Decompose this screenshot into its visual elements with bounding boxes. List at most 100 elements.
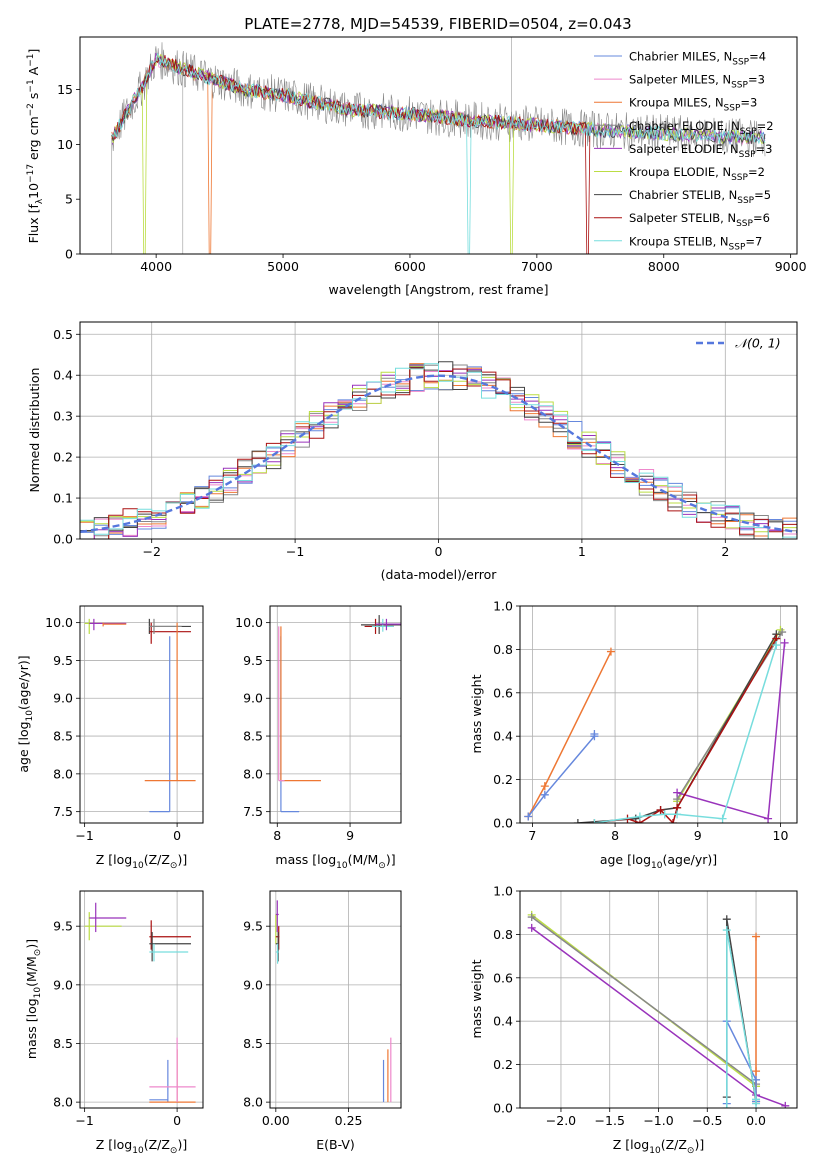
data-point [781, 1101, 790, 1108]
label-part: −2 [26, 103, 36, 116]
label-part: (Z/Z [661, 1137, 687, 1152]
label-part: 10 [336, 861, 348, 871]
label-part: Chabrier MILES, N [629, 50, 732, 64]
y-tick-label: 8.0 [53, 1095, 73, 1110]
label-part: =3 [740, 96, 757, 110]
series-line [594, 644, 778, 823]
data-point [590, 819, 599, 823]
label-part: −1 [26, 79, 36, 92]
label-part: (M/M [24, 956, 39, 987]
legend-label: Salpeter ELODIE, NSSP=3 [629, 142, 772, 160]
y-tick-label: 0.6 [493, 685, 513, 700]
label-part: =6 [753, 211, 770, 225]
x-tick-label: 0.00 [262, 1113, 290, 1128]
y-tick-label: 0.4 [53, 368, 73, 383]
label-part: Chabrier STELIB, N [629, 188, 737, 202]
y-tick-label: 7.5 [243, 804, 263, 819]
label-part: SSP [740, 127, 757, 137]
y-tick-label: 1.0 [493, 884, 513, 899]
mass_vs_Z-markers [84, 902, 196, 1103]
data-point [660, 810, 669, 819]
data-point [590, 730, 599, 739]
y-tick-label: 9.0 [243, 691, 263, 706]
legend-label: Salpeter STELIB, NSSP=6 [629, 211, 770, 229]
x-tick-label: 0 [173, 1113, 181, 1128]
series-line [527, 651, 612, 817]
label-part: 10 [26, 183, 41, 199]
x-tick-label: 10 [773, 828, 789, 843]
y-tick-label: 0.6 [493, 970, 513, 985]
legend-label: Chabrier STELIB, NSSP=5 [629, 188, 771, 206]
label-part: SSP [731, 173, 748, 183]
label-part: =3 [756, 142, 773, 156]
y-tick-label: 0.0 [53, 532, 73, 547]
data-point [673, 788, 682, 797]
legend-label: 𝒩(0, 1) [735, 336, 781, 351]
y-tick-label: 8.0 [53, 766, 73, 781]
x-tick-label: 7 [528, 828, 536, 843]
label-part: (M/M [348, 852, 379, 867]
label-part: SSP [729, 242, 746, 252]
histogram-lines [80, 361, 797, 539]
y-tick-label: 0.2 [493, 1057, 513, 1072]
label-part: mass [log [24, 998, 39, 1059]
label-part: SSP [731, 81, 748, 91]
label-part: =5 [754, 188, 771, 202]
data-point [722, 1104, 731, 1108]
label-part: 10 [25, 710, 35, 722]
y-tick-label: 0 [65, 247, 73, 262]
x-tick-label: 9000 [775, 259, 807, 274]
x-tick-label: 8 [611, 828, 619, 843]
data-point [527, 913, 536, 922]
age_vs_mass-frame [269, 605, 402, 824]
mass_vs_Z-axes [76, 891, 203, 1112]
y-axis-label: mass weight [469, 959, 484, 1038]
x-tick-label: −1 [75, 828, 93, 843]
label-part: =2 [748, 165, 765, 179]
label-part: 10 [132, 861, 144, 871]
label-part: erg cm [26, 116, 41, 164]
label-part: λ [35, 198, 45, 204]
y-tick-label: 9.0 [53, 977, 73, 992]
histogram-series [80, 363, 797, 539]
legend-label: Kroupa MILES, NSSP=3 [629, 96, 757, 114]
age_vs_mass-axes [266, 606, 401, 827]
data-point [540, 790, 549, 799]
x-tick-label: 7000 [521, 259, 553, 274]
label-part: =3 [748, 73, 765, 87]
label-part: 10 [651, 861, 663, 871]
y-tick-label: 8.5 [53, 1036, 73, 1051]
y-tick-label: 0.3 [53, 409, 73, 424]
y-axis-label: Normed distribution [27, 368, 42, 493]
label-part: (age/yr)] [16, 655, 31, 710]
data-point [752, 1099, 761, 1108]
label-part: Salpeter MILES, N [629, 73, 731, 87]
label-part: )] [386, 852, 396, 867]
data-point [752, 932, 761, 941]
spectrum-line [111, 55, 591, 254]
y-tick-label: 0.5 [53, 327, 73, 342]
weight_vs_Z-series [527, 910, 790, 1108]
legend-label: Kroupa ELODIE, NSSP=2 [629, 165, 765, 183]
mass_vs_ebv-frame [269, 890, 402, 1109]
label-part: mass [log [275, 852, 336, 867]
y-tick-label: 9.5 [53, 653, 73, 668]
y-tick-label: 9.5 [243, 919, 263, 934]
x-tick-label: 9 [346, 828, 354, 843]
x-tick-label: 0.0 [746, 1113, 766, 1128]
data-point [718, 814, 727, 823]
y-tick-label: 9.5 [243, 653, 263, 668]
residuals-axes [76, 322, 797, 543]
label-part: Kroupa ELODIE, N [629, 165, 731, 179]
label-part: ⊙ [378, 861, 386, 871]
y-axis-label: age [log10(age/yr)] [16, 655, 35, 772]
x-tick-label: −1 [286, 544, 304, 559]
x-axis-label: E(B-V) [316, 1137, 355, 1152]
residuals-frame [79, 321, 798, 540]
label-part: ⊙ [33, 949, 43, 957]
label-part: (age/yr)] [662, 852, 717, 867]
y-axis-label: Flux [fλ10−17 erg cm−2 s−1 A−1] [26, 49, 45, 244]
label-part: −1 [26, 54, 36, 67]
x-tick-label: −1 [75, 1113, 93, 1128]
